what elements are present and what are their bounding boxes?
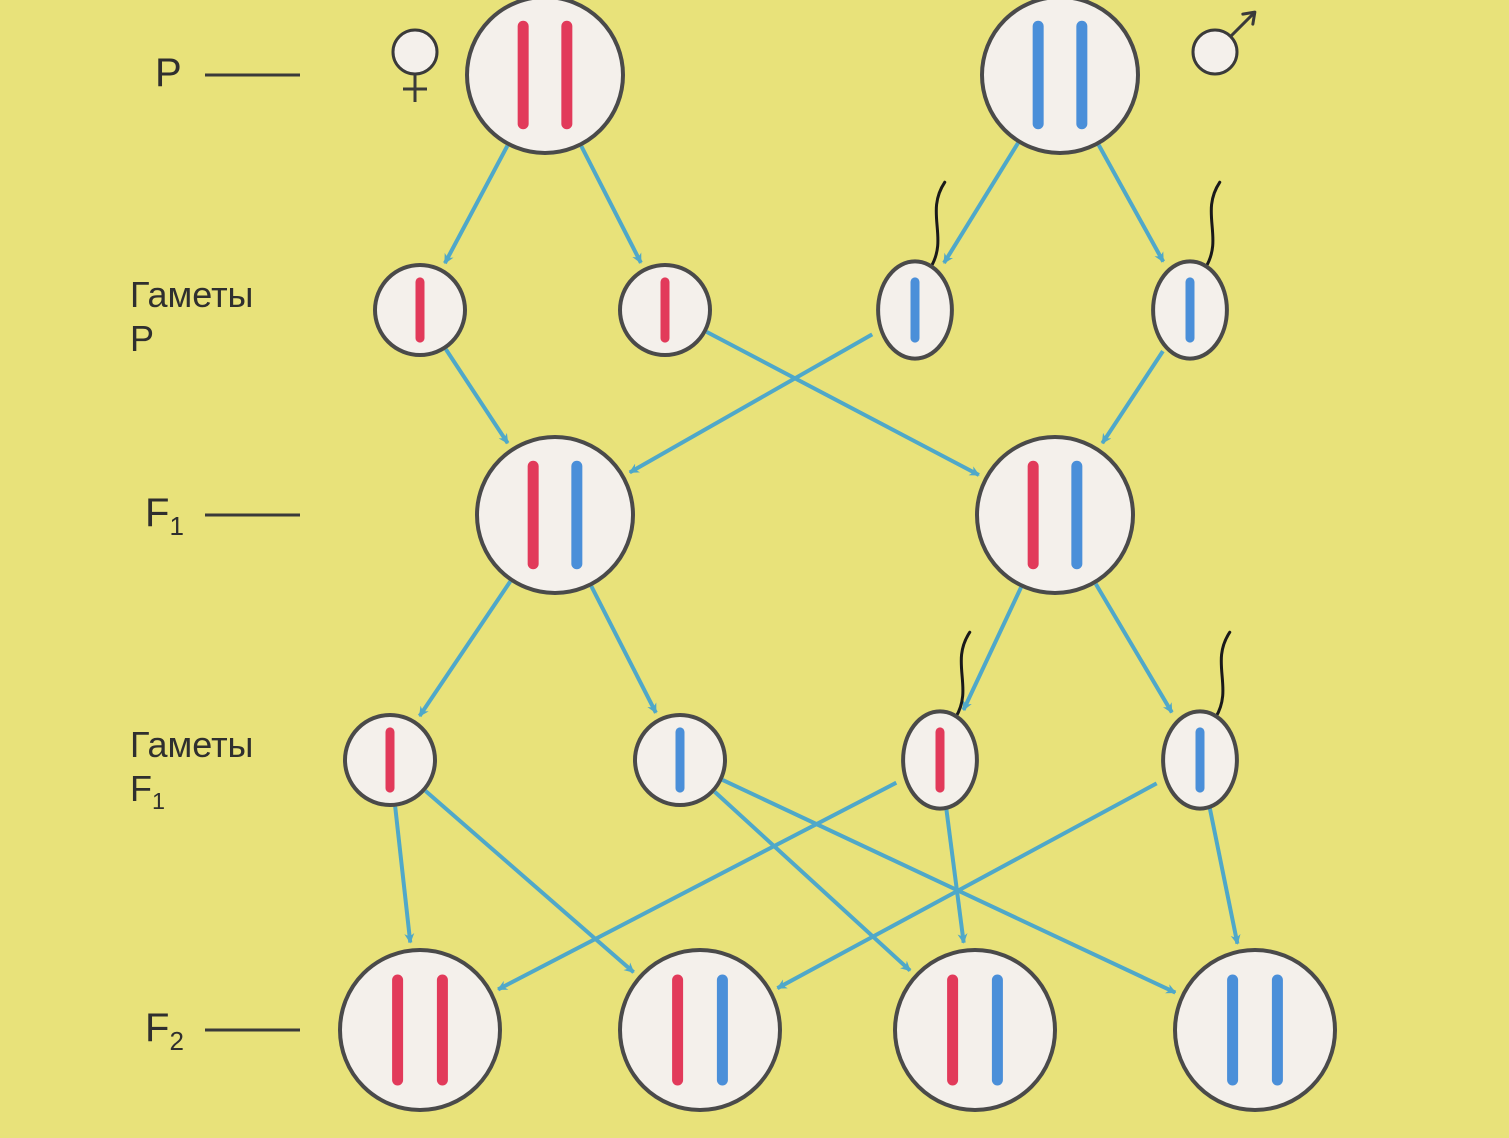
label-GP-1: Гаметы [130, 274, 253, 316]
cell-F2_2 [620, 950, 780, 1110]
label-F1: F1 [145, 491, 184, 542]
cell-body [1175, 950, 1335, 1110]
cell-body [340, 950, 500, 1110]
cell-P_m [982, 0, 1138, 153]
cell-body [467, 0, 623, 153]
cell-body [477, 437, 633, 593]
cell-F2_4 [1175, 950, 1335, 1110]
cell-F2_3 [895, 950, 1055, 1110]
label-P: P [155, 51, 182, 96]
label-GF1-1: Гаметы [130, 724, 253, 766]
cell-body [895, 950, 1055, 1110]
label-F2: F2 [145, 1006, 184, 1057]
cell-GP_f1 [375, 265, 465, 355]
cell-GP_f2 [620, 265, 710, 355]
cell-GF1_2 [635, 715, 725, 805]
cell-body [977, 437, 1133, 593]
cell-P_f [467, 0, 623, 153]
cell-body [620, 950, 780, 1110]
cell-F2_1 [340, 950, 500, 1110]
label-GF1-2: F1 [130, 768, 165, 815]
label-GP-2: P [130, 318, 154, 360]
cell-GF1_1 [345, 715, 435, 805]
cell-F1_L [477, 437, 633, 593]
diagram-svg [0, 0, 1509, 1138]
diagram-stage: PГаметыPF1ГаметыF1F2 [0, 0, 1509, 1138]
cell-F1_R [977, 437, 1133, 593]
cell-body [982, 0, 1138, 153]
